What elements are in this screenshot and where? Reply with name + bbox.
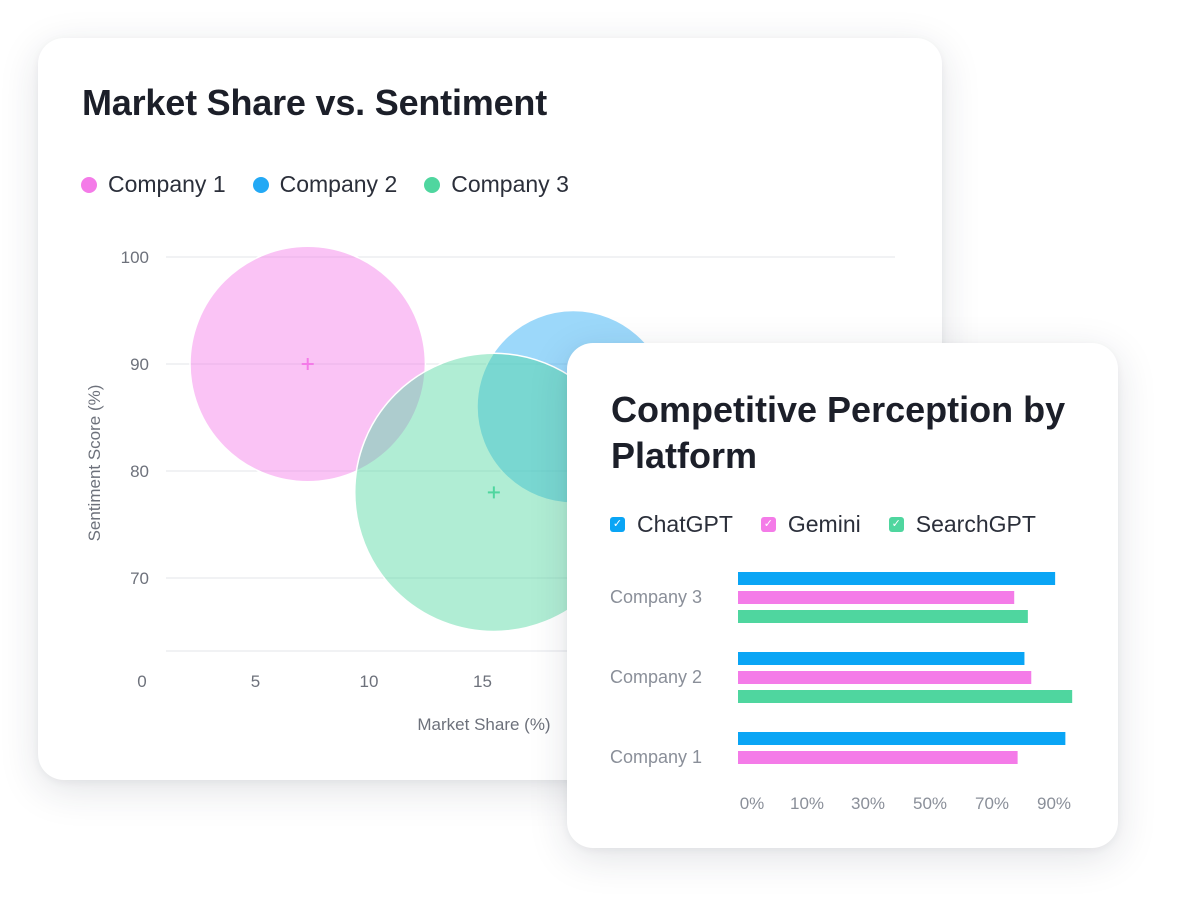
legend-label: Company 1 (108, 171, 226, 197)
legend-label: ChatGPT (637, 511, 733, 537)
x-tick-label: 70% (975, 794, 1009, 813)
bars (738, 572, 1073, 764)
bar-chart-title: Competitive Perception by Platform (611, 389, 1066, 476)
bar (738, 610, 1028, 623)
x-tick-label: 15 (473, 672, 492, 691)
check-icon[interactable]: ✓ (610, 517, 625, 532)
y-tick-label: 90 (130, 355, 149, 374)
x-axis-ticks: 0% 10% 30% 50% 70% 90% (740, 794, 1071, 813)
legend-dot-icon (252, 176, 269, 193)
bubble-center-marker (301, 358, 314, 370)
check-icon[interactable]: ✓ (760, 517, 776, 532)
x-tick-label: 0% (740, 794, 765, 813)
x-tick-label: 90% (1037, 794, 1071, 813)
bubble-chart-legend: Company 1 Company 2 Company 3 (81, 171, 596, 198)
legend-label: Company 3 (451, 171, 569, 197)
legend-label: Company 2 (279, 171, 398, 197)
x-tick-label: 10 (360, 672, 379, 691)
x-tick-label: 5 (251, 672, 260, 691)
bar (738, 652, 1025, 665)
legend-item-gemini[interactable]: ✓ Gemini (760, 511, 861, 538)
legend-item-company-3[interactable]: Company 3 (424, 171, 569, 198)
x-tick-label: 10% (790, 794, 824, 813)
legend-item-searchgpt[interactable]: ✓ SearchGPT (888, 511, 1036, 538)
y-tick-label: 100 (121, 248, 149, 267)
x-tick-label: 0 (137, 672, 146, 691)
legend-item-chatgpt[interactable]: ✓ ChatGPT (610, 511, 733, 538)
x-axis-ticks: 0 5 10 15 (137, 672, 492, 691)
bubble-chart-title: Market Share vs. Sentiment (82, 82, 547, 123)
legend-item-company-1[interactable]: Company 1 (81, 171, 226, 198)
bar (738, 671, 1032, 684)
bar (738, 572, 1056, 585)
x-tick-label: 50% (913, 794, 947, 813)
bar (738, 732, 1066, 745)
bubble-center-marker (487, 486, 500, 499)
y-axis-ticks: 100 90 80 70 (121, 248, 149, 588)
y-tick-label: 70 (130, 569, 149, 588)
bar-chart-plot: Company 3 Company 2 Company 1 0% 10% 30% 50% 70… (610, 572, 1073, 813)
y-tick-label: 80 (130, 462, 149, 481)
bar (738, 690, 1073, 703)
legend-label: Gemini (787, 511, 861, 537)
x-axis-title: Market Share (%) (417, 715, 550, 734)
bar-chart-legend: ✓ ChatGPT ✓ Gemini ✓ SearchGPT (610, 511, 1064, 538)
legend-dot-icon (424, 176, 441, 193)
x-tick-label: 30% (851, 794, 885, 813)
legend-dot-icon (81, 176, 97, 193)
bar (738, 591, 1015, 604)
bar-chart-card: Competitive Perception by Platform ✓ Cha… (567, 343, 1118, 848)
check-icon[interactable]: ✓ (888, 517, 904, 532)
legend-item-company-2[interactable]: Company 2 (252, 171, 398, 198)
legend-label: SearchGPT (915, 511, 1036, 537)
bar (738, 751, 1018, 764)
category-label: Company 1 (610, 747, 702, 767)
category-label: Company 3 (610, 587, 702, 607)
y-axis-title: Sentiment Score (%) (85, 385, 104, 542)
category-label: Company 2 (610, 667, 702, 687)
